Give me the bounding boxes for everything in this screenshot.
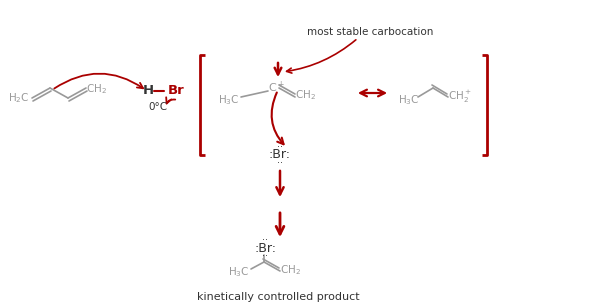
Text: CH$_2^+$: CH$_2^+$ (448, 89, 472, 105)
Text: CH$_2$: CH$_2$ (295, 88, 316, 102)
Text: C$^+$: C$^+$ (268, 79, 285, 95)
Text: CH$_2$: CH$_2$ (280, 263, 301, 277)
Text: ··: ·· (277, 142, 283, 152)
Text: :Br:: :Br: (269, 148, 291, 161)
Text: ··: ·· (277, 158, 283, 168)
Text: H$_3$C: H$_3$C (228, 265, 250, 279)
Text: kinetically controlled product: kinetically controlled product (197, 292, 359, 302)
Text: most stable carbocation: most stable carbocation (307, 27, 433, 37)
Text: :Br:: :Br: (254, 241, 276, 254)
Text: Br: Br (168, 85, 185, 98)
Text: CH$_2$: CH$_2$ (86, 82, 107, 96)
Text: H$_3$C: H$_3$C (218, 93, 239, 107)
Text: 0°C: 0°C (148, 102, 167, 112)
Text: H$_2$C: H$_2$C (8, 91, 29, 105)
Text: H: H (142, 85, 154, 98)
Text: ··: ·· (262, 251, 268, 261)
Text: H$_3$C: H$_3$C (398, 93, 419, 107)
Text: ··: ·· (262, 235, 268, 245)
